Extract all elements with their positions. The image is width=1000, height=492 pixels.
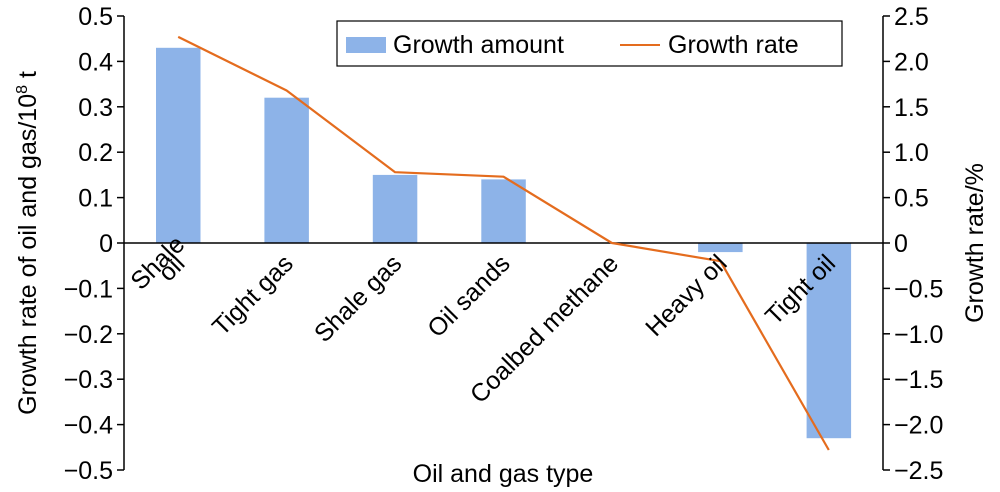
category-label: Tight gas bbox=[207, 249, 299, 341]
legend-label-growth-amount: Growth amount bbox=[393, 31, 564, 59]
y-left-tick-label: −0.4 bbox=[64, 412, 113, 440]
legend-box bbox=[336, 20, 843, 67]
y-left-tick-label: 0.2 bbox=[78, 139, 113, 167]
ticks-layer: 0.5 2.5 0.4 2.0 0.3 1.5 0.2 1.0 0.1 0.5 0 0 −0.1 −0.5… bbox=[64, 3, 944, 485]
y-right-tick-label: 1.0 bbox=[894, 139, 929, 167]
bar-growth-amount bbox=[481, 179, 526, 243]
category-label: Shale gas bbox=[309, 249, 407, 347]
y-axis-left-title: Growth rate of oil and gas/108 t bbox=[14, 71, 42, 415]
y-axis-right-title: Growth rate/% bbox=[961, 163, 989, 323]
y-axis-left-title-suffix: t bbox=[14, 71, 42, 85]
legend-swatch-growth-amount bbox=[346, 37, 386, 53]
category-label: Oil sands bbox=[422, 249, 515, 342]
bar-growth-amount bbox=[698, 243, 743, 253]
legend: Growth amount Growth rate bbox=[336, 20, 843, 67]
y-axis-left-title-prefix: Growth rate of oil and gas/10 bbox=[14, 94, 42, 415]
y-left-tick-label: 0 bbox=[99, 230, 113, 258]
legend-label-growth-rate: Growth rate bbox=[668, 31, 799, 59]
bar-growth-amount bbox=[264, 97, 309, 243]
y-right-tick-label: 2.0 bbox=[894, 48, 929, 76]
y-left-tick-label: −0.1 bbox=[64, 275, 113, 303]
y-left-tick-label: −0.2 bbox=[64, 321, 113, 349]
y-left-tick-label: 0.5 bbox=[78, 3, 113, 31]
y-right-tick-label: 0.5 bbox=[894, 185, 929, 213]
line-growth-rate bbox=[177, 35, 830, 451]
y-left-tick-label: −0.5 bbox=[64, 457, 113, 485]
line-layer bbox=[177, 35, 830, 451]
bar-growth-amount bbox=[372, 174, 418, 243]
bar-growth-amount bbox=[156, 47, 201, 243]
y-right-tick-label: −2.5 bbox=[894, 457, 943, 485]
bars-layer bbox=[156, 47, 852, 439]
y-right-tick-label: −1.0 bbox=[894, 321, 943, 349]
y-right-tick-label: −2.0 bbox=[894, 412, 943, 440]
y-left-tick-label: 0.1 bbox=[78, 185, 113, 213]
bar-growth-amount bbox=[806, 243, 852, 439]
y-right-tick-label: 2.5 bbox=[894, 3, 929, 31]
y-right-tick-label: −1.5 bbox=[894, 366, 943, 394]
y-left-tick-label: 0.3 bbox=[78, 94, 113, 122]
y-right-tick-label: −0.5 bbox=[894, 275, 943, 303]
y-left-tick-label: −0.3 bbox=[64, 366, 113, 394]
category-label: Heavy oil bbox=[640, 249, 733, 342]
y-right-tick-label: 1.5 bbox=[894, 94, 929, 122]
y-left-tick-label: 0.4 bbox=[78, 48, 113, 76]
y-right-tick-label: 0 bbox=[894, 230, 908, 258]
x-axis-title: Oil and gas type bbox=[413, 460, 594, 488]
y-axis-left-title-sup: 8 bbox=[14, 85, 31, 94]
axes-layer bbox=[123, 16, 884, 470]
